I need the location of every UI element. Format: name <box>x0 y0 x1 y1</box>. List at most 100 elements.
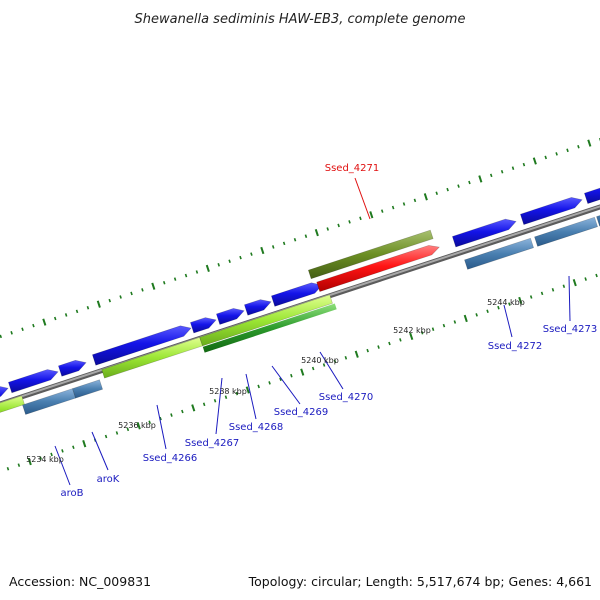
scale-tick <box>224 395 228 399</box>
gene-label-ssed-4272[interactable]: Ssed_4272 <box>488 341 543 352</box>
reverse-cds-block <box>72 379 103 399</box>
scale-label: 5240 kbp <box>301 356 339 365</box>
scale-tick <box>423 193 428 201</box>
scale-tick <box>497 305 500 310</box>
scale-tick <box>463 314 468 323</box>
scale-tick <box>391 205 395 210</box>
leader-layer <box>54 177 571 486</box>
forward-cds-arrow <box>244 299 272 316</box>
gene-label-ssed-4266[interactable]: Ssed_4266 <box>143 453 198 464</box>
scale-tick <box>544 155 547 160</box>
scale-tick <box>181 409 184 414</box>
scale-tick <box>245 386 250 394</box>
scale-tick <box>17 463 21 467</box>
scale-tick <box>435 191 438 196</box>
scale-tick <box>337 223 340 228</box>
scale-tick <box>500 170 504 174</box>
scale-tick <box>475 313 478 317</box>
scale-tick <box>32 323 35 328</box>
scale-tick <box>159 416 162 421</box>
scale-tick <box>366 348 369 353</box>
forward-cds-arrow <box>584 187 600 204</box>
scale-tick <box>10 331 13 335</box>
scale-tick <box>413 198 417 203</box>
forward-cds-arrow <box>520 197 583 225</box>
scale-tick <box>42 318 47 326</box>
scale-tick <box>468 180 471 185</box>
scale-tick <box>522 162 526 167</box>
scale-tick <box>217 263 220 267</box>
gene-label-leader <box>503 304 513 338</box>
scale-tick <box>446 187 449 192</box>
scale-tick <box>21 327 24 332</box>
gene-label-ssed-4271[interactable]: Ssed_4271 <box>325 163 380 174</box>
scale-tick <box>173 277 177 281</box>
scale-tick <box>86 305 90 310</box>
gene-feature-band <box>199 294 333 347</box>
scale-tick <box>314 228 319 237</box>
forward-cds-arrow <box>452 218 517 248</box>
feature-layer <box>0 187 600 415</box>
scale-tick <box>587 139 592 147</box>
scale-tick <box>72 445 75 450</box>
scale-tick <box>595 273 598 278</box>
scale-tick <box>457 184 460 188</box>
scale-tick <box>290 373 293 378</box>
scale-tick <box>104 434 108 439</box>
gene-label-arob[interactable]: aroB <box>61 488 84 499</box>
scale-tick <box>202 402 206 407</box>
scale-tick <box>388 341 391 346</box>
scale-tick <box>148 420 151 424</box>
gene-label-leader <box>319 351 344 390</box>
scale-tick <box>369 211 374 219</box>
topology-text: Topology: circular; Length: 5,517,674 bp… <box>248 574 592 589</box>
gene-label-arok[interactable]: aroK <box>97 474 120 485</box>
scale-tick <box>577 144 580 149</box>
gene-label-ssed-4267[interactable]: Ssed_4267 <box>185 438 240 449</box>
gene-label-ssed-4268[interactable]: Ssed_4268 <box>229 422 284 433</box>
gene-label-ssed-4269[interactable]: Ssed_4269 <box>274 407 329 418</box>
scale-label: 5236 kbp <box>118 421 156 430</box>
scale-tick <box>27 457 32 466</box>
gene-label-leader <box>215 377 223 435</box>
scale-tick <box>399 338 402 342</box>
scale-tick <box>136 422 141 430</box>
scale-tick <box>409 332 414 340</box>
scale-tick <box>53 316 57 321</box>
scale-tick <box>508 302 511 306</box>
scale-tick <box>205 264 210 273</box>
forward-cds-arrow <box>216 308 245 325</box>
scale-tick <box>572 279 577 287</box>
scale-label: 5244 kbp <box>487 298 525 307</box>
forward-cds-arrow <box>58 359 87 377</box>
scale-tick <box>359 216 362 221</box>
scale-label-layer: 5234 kbp 5236 kbp 5238 kbp 5240 kbp 5242 kbp… <box>26 298 525 464</box>
gene-label-leader <box>91 431 109 471</box>
scale-tick <box>442 323 446 328</box>
scale-tick <box>6 466 10 471</box>
scale-tick <box>279 377 282 382</box>
scale-tick <box>540 291 544 296</box>
scale-tick <box>50 452 53 457</box>
scale-tick <box>486 309 489 314</box>
forward-cds-arrow <box>8 369 59 394</box>
scale-tick <box>235 391 239 396</box>
gene-feature-band <box>0 395 25 413</box>
scale-tick <box>64 313 68 317</box>
scale-tick <box>348 220 351 224</box>
reverse-cds-block <box>464 237 534 270</box>
scale-tick <box>126 427 130 432</box>
scale-tick <box>39 456 42 460</box>
scale-tick <box>566 148 569 153</box>
scale-tick <box>562 284 566 288</box>
gene-label-ssed-4273[interactable]: Ssed_4273 <box>543 324 598 335</box>
gene-label-ssed-4270[interactable]: Ssed_4270 <box>319 392 374 403</box>
highlighted-cds-arrow <box>316 245 440 292</box>
scale-tick <box>250 252 253 256</box>
scale-tick <box>380 209 384 213</box>
scale-tick <box>377 345 380 349</box>
reverse-cds-block <box>534 216 598 247</box>
gene-label-leader <box>271 365 301 405</box>
scale-label: 5238 kbp <box>209 387 247 396</box>
